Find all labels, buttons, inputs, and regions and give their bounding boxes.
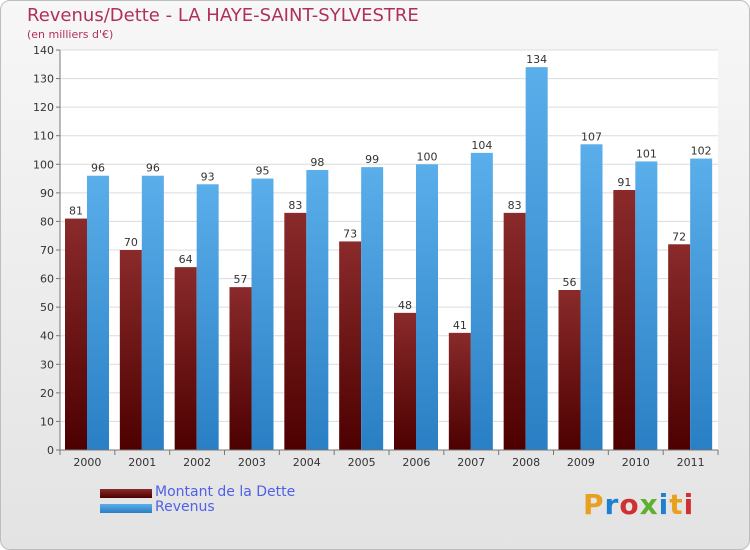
data-label-debt: 72 [672,230,686,243]
x-tick-label: 2009 [567,456,595,469]
data-label-revenus: 99 [365,153,379,166]
legend-swatch-revenus [100,504,152,513]
y-tick-label: 90 [40,187,54,200]
bar-revenus [580,144,603,451]
bar-debt [229,287,252,450]
bar-revenus [196,184,219,451]
x-tick-label: 2011 [677,456,705,469]
bar-debt [448,332,471,450]
y-tick-label: 130 [33,73,54,86]
data-label-revenus: 93 [201,170,215,183]
y-tick-label: 110 [33,130,54,143]
chart-subtitle: (en milliers d'€) [27,28,114,41]
bar-revenus [87,175,109,450]
x-tick-label: 2005 [348,456,376,469]
y-tick-label: 60 [40,273,54,286]
bar-revenus [251,178,274,451]
data-label-revenus: 104 [471,139,492,152]
y-tick-label: 40 [40,330,54,343]
y-tick-label: 80 [40,215,54,228]
data-label-debt: 73 [343,227,357,240]
data-label-revenus: 98 [310,156,324,169]
y-tick-label: 100 [33,158,54,171]
legend-swatch-debt [100,489,152,498]
x-tick-label: 2000 [73,456,101,469]
bar-revenus [141,175,164,450]
data-label-debt: 91 [617,176,631,189]
y-tick-label: 20 [40,387,54,400]
bar-debt [174,267,197,450]
y-tick-label: 120 [33,101,54,114]
data-label-revenus: 100 [417,150,438,163]
data-label-debt: 56 [563,276,577,289]
data-label-debt: 48 [398,299,412,312]
bar-debt [394,312,416,450]
data-label-revenus: 101 [636,147,657,160]
bar-revenus [525,67,548,451]
x-tick-label: 2002 [183,456,211,469]
bar-debt [339,241,362,450]
data-label-debt: 81 [69,205,83,218]
data-label-revenus: 96 [91,162,105,175]
x-tick-label: 2004 [293,456,321,469]
data-label-revenus: 102 [691,145,712,158]
x-tick-label: 2007 [457,456,485,469]
bar-debt [613,190,636,450]
x-tick-label: 2003 [238,456,266,469]
proxiti-logo: Proxiti [583,488,695,521]
data-label-revenus: 107 [581,130,602,143]
x-tick-label: 2008 [512,456,540,469]
y-tick-label: 70 [40,244,54,257]
data-label-debt: 41 [453,319,467,332]
data-label-revenus: 95 [256,165,270,178]
bar-debt [668,244,691,450]
bar-revenus [635,161,658,450]
y-tick-label: 10 [40,415,54,428]
chart-title: Revenus/Dette - LA HAYE-SAINT-SYLVESTRE [27,5,419,26]
bar-debt [503,212,526,450]
y-tick-label: 50 [40,301,54,314]
bar-revenus [306,170,329,450]
x-tick-label: 2006 [402,456,430,469]
y-tick-label: 30 [40,358,54,371]
y-tick-label: 0 [47,444,54,457]
x-tick-label: 2001 [128,456,156,469]
bar-debt [119,250,142,450]
bar-revenus [361,167,384,450]
data-label-revenus: 134 [526,53,547,66]
data-label-revenus: 96 [146,162,160,175]
legend-label-revenus: Revenus [155,499,215,515]
bar-revenus [470,152,493,450]
bar-debt [284,212,307,450]
bar-debt [65,218,87,450]
legend-label-debt: Montant de la Dette [155,484,296,500]
data-label-debt: 70 [124,236,138,249]
bar-revenus [690,158,713,451]
data-label-debt: 64 [179,253,193,266]
x-tick-label: 2010 [622,456,650,469]
data-label-debt: 83 [288,199,302,212]
data-label-debt: 83 [508,199,522,212]
y-tick-label: 140 [33,44,54,57]
bar-debt [558,290,581,450]
bar-revenus [416,164,438,451]
data-label-debt: 57 [234,273,248,286]
